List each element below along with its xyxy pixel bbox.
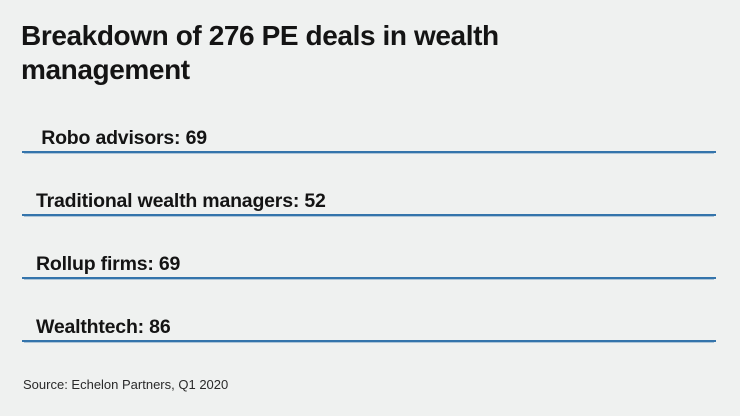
list-item: Wealthtech: 86 xyxy=(22,312,716,342)
chart-title: Breakdown of 276 PE deals in wealth mana… xyxy=(21,20,499,85)
item-label-robo-advisors: Robo advisors: 69 xyxy=(36,127,207,149)
list-item: Traditional wealth managers: 52 xyxy=(22,186,716,216)
list-item: Robo advisors: 69 xyxy=(22,123,716,153)
item-label-rollup-firms: Rollup firms: 69 xyxy=(36,253,181,275)
item-label-traditional-wealth-managers: Traditional wealth managers: 52 xyxy=(36,190,326,212)
item-label-wealthtech: Wealthtech: 86 xyxy=(36,316,171,338)
list-item: Rollup firms: 69 xyxy=(22,249,716,279)
source-note: Source: Echelon Partners, Q1 2020 xyxy=(23,377,229,392)
